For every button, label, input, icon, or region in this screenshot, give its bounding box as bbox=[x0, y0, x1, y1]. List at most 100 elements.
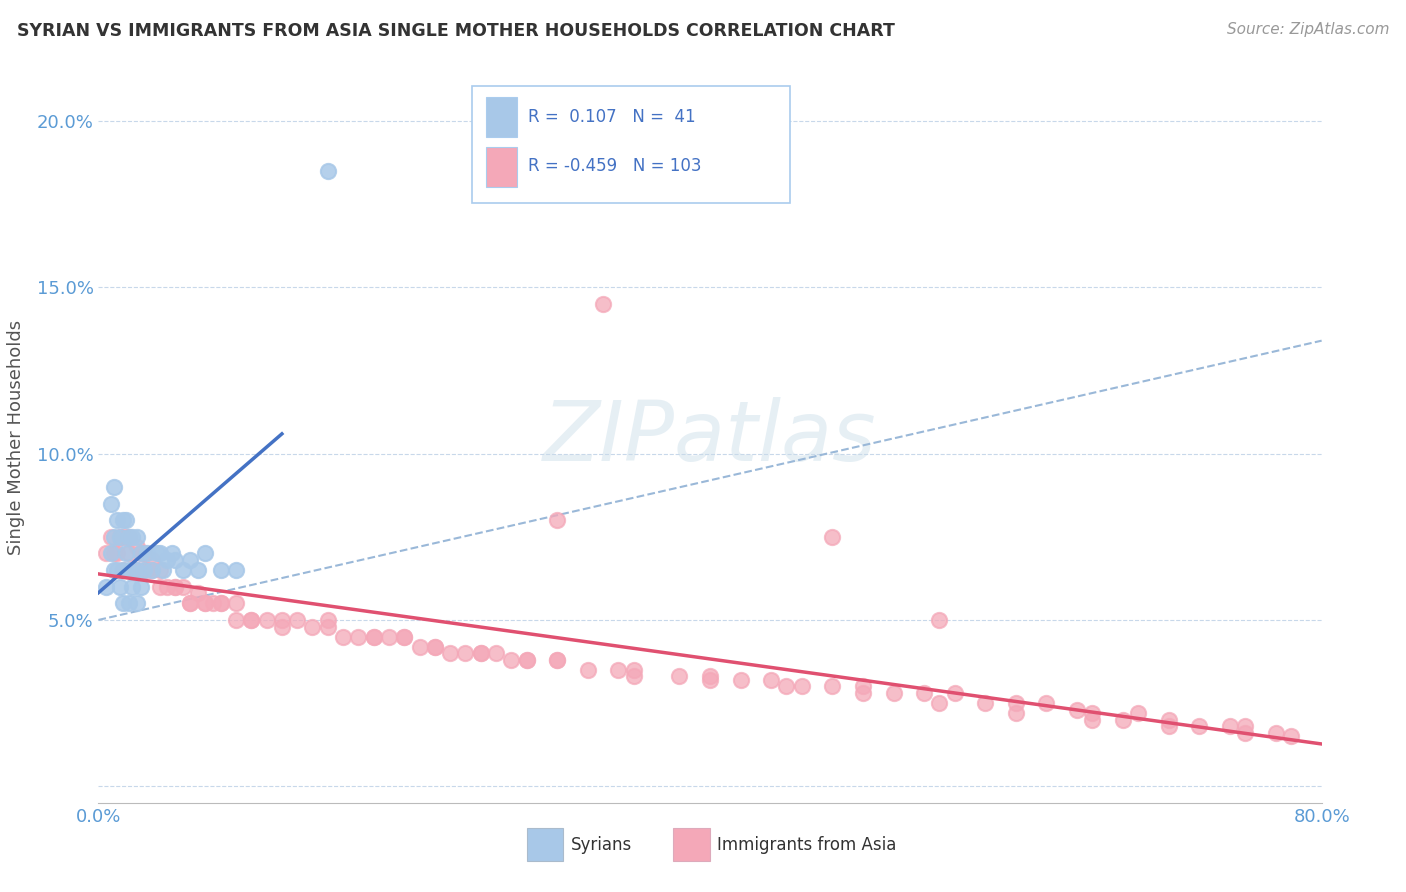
Point bbox=[121, 563, 143, 577]
Point bbox=[115, 546, 138, 560]
Point bbox=[516, 653, 538, 667]
Point bbox=[546, 513, 568, 527]
Point bbox=[149, 563, 172, 577]
Y-axis label: Single Mother Households: Single Mother Households bbox=[7, 319, 25, 555]
Point bbox=[134, 546, 156, 560]
Point bbox=[1157, 713, 1180, 727]
Point bbox=[470, 646, 492, 660]
Text: Source: ZipAtlas.com: Source: ZipAtlas.com bbox=[1226, 22, 1389, 37]
Point bbox=[316, 619, 339, 633]
Point bbox=[852, 686, 875, 700]
Point bbox=[134, 563, 156, 577]
Point bbox=[1234, 719, 1257, 733]
Point bbox=[470, 646, 492, 660]
Point bbox=[187, 586, 209, 600]
Point bbox=[256, 613, 278, 627]
Point bbox=[392, 630, 416, 644]
Point bbox=[108, 580, 131, 594]
Point bbox=[546, 653, 568, 667]
Point bbox=[285, 613, 308, 627]
FancyBboxPatch shape bbox=[471, 86, 790, 203]
Point bbox=[125, 540, 148, 554]
Point bbox=[121, 530, 143, 544]
Point bbox=[149, 580, 172, 594]
Point bbox=[439, 646, 461, 660]
Point bbox=[821, 680, 844, 694]
Point bbox=[454, 646, 477, 660]
Point bbox=[105, 546, 128, 560]
Point bbox=[194, 596, 217, 610]
Point bbox=[1219, 719, 1241, 733]
Point bbox=[1081, 713, 1104, 727]
Point bbox=[141, 553, 163, 567]
Point bbox=[105, 513, 128, 527]
Text: Syrians: Syrians bbox=[571, 836, 631, 855]
FancyBboxPatch shape bbox=[526, 829, 564, 862]
Point bbox=[592, 297, 614, 311]
Text: Immigrants from Asia: Immigrants from Asia bbox=[717, 836, 897, 855]
Text: SYRIAN VS IMMIGRANTS FROM ASIA SINGLE MOTHER HOUSEHOLDS CORRELATION CHART: SYRIAN VS IMMIGRANTS FROM ASIA SINGLE MO… bbox=[17, 22, 894, 40]
Point bbox=[94, 546, 117, 560]
Point bbox=[943, 686, 966, 700]
Text: R = -0.459   N = 103: R = -0.459 N = 103 bbox=[527, 158, 702, 176]
Point bbox=[347, 630, 370, 644]
Point bbox=[1157, 719, 1180, 733]
Point bbox=[209, 596, 232, 610]
Point bbox=[423, 640, 446, 654]
Point bbox=[928, 696, 950, 710]
Point bbox=[759, 673, 782, 687]
Point bbox=[576, 663, 599, 677]
Point bbox=[179, 596, 201, 610]
Point bbox=[485, 646, 508, 660]
Point bbox=[202, 596, 225, 610]
Text: R =  0.107   N =  41: R = 0.107 N = 41 bbox=[527, 108, 696, 126]
Point bbox=[134, 563, 156, 577]
Point bbox=[149, 546, 172, 560]
Point bbox=[1081, 706, 1104, 720]
Point bbox=[775, 680, 797, 694]
Point bbox=[172, 563, 194, 577]
Point bbox=[108, 530, 131, 544]
Point bbox=[118, 546, 141, 560]
Point bbox=[1188, 719, 1211, 733]
Point bbox=[332, 630, 354, 644]
Point bbox=[136, 563, 159, 577]
Point bbox=[129, 546, 152, 560]
Point bbox=[179, 596, 201, 610]
Point bbox=[163, 580, 186, 594]
FancyBboxPatch shape bbox=[486, 146, 517, 187]
Point bbox=[194, 546, 217, 560]
Point bbox=[730, 673, 752, 687]
Point bbox=[270, 619, 292, 633]
Point bbox=[115, 513, 138, 527]
Point bbox=[118, 596, 141, 610]
Point bbox=[974, 696, 997, 710]
Point bbox=[111, 563, 134, 577]
Point bbox=[111, 596, 134, 610]
Point bbox=[699, 673, 721, 687]
Point bbox=[225, 613, 247, 627]
Point bbox=[94, 580, 117, 594]
Point bbox=[270, 613, 292, 627]
Point bbox=[852, 680, 875, 694]
Point bbox=[108, 530, 131, 544]
Point bbox=[129, 580, 152, 594]
Point bbox=[1035, 696, 1057, 710]
Point bbox=[423, 640, 446, 654]
Point bbox=[623, 663, 645, 677]
Point bbox=[111, 563, 134, 577]
Point bbox=[225, 596, 247, 610]
Point bbox=[125, 596, 148, 610]
Point bbox=[1279, 729, 1302, 743]
Point bbox=[699, 669, 721, 683]
Point bbox=[160, 546, 183, 560]
Point bbox=[1004, 696, 1026, 710]
Point bbox=[240, 613, 263, 627]
Point bbox=[118, 530, 141, 544]
Point bbox=[121, 580, 143, 594]
Point bbox=[125, 563, 148, 577]
Point bbox=[103, 530, 125, 544]
FancyBboxPatch shape bbox=[486, 97, 517, 137]
Point bbox=[225, 563, 247, 577]
Point bbox=[115, 530, 138, 544]
